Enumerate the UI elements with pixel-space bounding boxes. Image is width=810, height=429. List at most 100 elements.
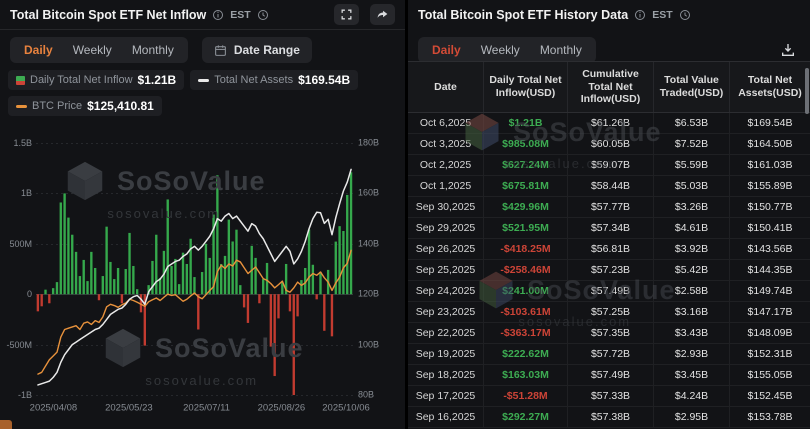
cell-inflow: $1.21B [484,113,568,133]
legend-item-btc-price[interactable]: BTC Price $125,410.81 [8,96,162,116]
cell-assets: $149.74B [747,285,793,297]
table-row: Sep 25,2025 -$258.46M $57.23B $5.42B $144.35… [408,260,810,281]
table-title: Total Bitcoin Spot ETF History Data [418,8,629,22]
cell-cumulative: $61.26B [568,113,654,133]
clock-icon[interactable] [257,9,269,21]
table-scrollbar[interactable] [805,68,809,114]
table-header-bar: Total Bitcoin Spot ETF History Data EST [408,0,810,30]
cell-inflow: -$103.61M [484,302,568,322]
cell-cumulative: $57.38B [568,407,654,427]
fullscreen-button[interactable] [334,4,359,25]
cell-traded: $4.24B [654,386,730,406]
table-row: Oct 3,2025 $985.08M $60.05B $7.52B $164.50B [408,134,810,155]
cell-cumulative: $57.34B [568,218,654,238]
cell-assets: $161.03B [747,159,793,171]
table-row: Sep 22,2025 -$363.17M $57.35B $3.43B $148.09… [408,323,810,344]
cell-traded: $7.52B [654,134,730,154]
cell-assets: $143.56B [747,243,793,255]
cell-cumulative: $60.05B [568,134,654,154]
chart-area [0,127,405,429]
cell-inflow: $241.00M [484,281,568,301]
cell-traded: $3.26B [654,197,730,217]
cell-date: Sep 23,2025 [408,302,484,322]
cell-traded: $2.95B [654,407,730,427]
line-swatch-icon [198,78,210,82]
cell-cumulative: $56.81B [568,239,654,259]
download-button[interactable] [775,40,800,61]
table-row: Sep 26,2025 -$418.25M $56.81B $3.92B $143.56… [408,239,810,260]
table-row: Sep 29,2025 $521.95M $57.34B $4.61B $150.41B [408,218,810,239]
cell-date: Sep 26,2025 [408,239,484,259]
chart-header: Total Bitcoin Spot ETF Net Inflow EST [0,0,405,30]
etf-inflow-chart-canvas[interactable] [0,127,405,429]
legend-item-daily-total-net-inflow[interactable]: Daily Total Net Inflow $1.21B [8,70,185,90]
legend-label: Daily Total Net Inflow [30,74,133,86]
legend-value: $125,410.81 [87,99,154,113]
calendar-icon [214,44,227,57]
cell-traded: $3.43B [654,323,730,343]
cell-inflow: $429.96M [484,197,568,217]
cell-cumulative: $57.49B [568,281,654,301]
cell-traded: $5.03B [654,176,730,196]
tab-monthly[interactable]: Monthly [122,40,184,60]
cell-assets: $147.17B [747,306,793,318]
tab-weekly[interactable]: Weekly [471,40,530,60]
cell-inflow: -$258.46M [484,260,568,280]
bar-swatch-icon [16,75,25,85]
table-body: Oct 6,2025 $1.21B $61.26B $6.53B $169.54B Oct… [408,113,810,428]
partial-logo [0,420,12,429]
tab-daily[interactable]: Daily [14,40,63,60]
tab-weekly[interactable]: Weekly [63,40,122,60]
cell-assets: $155.89B [747,180,793,192]
cell-cumulative: $57.72B [568,344,654,364]
legend-label: BTC Price [32,100,83,112]
cell-traded: $4.61B [654,218,730,238]
table-row: Sep 30,2025 $429.96M $57.77B $3.26B $150.77B [408,197,810,218]
cell-assets: $169.54B [747,117,793,129]
col-header-4: Total Net Assets(USD) [738,74,802,99]
legend-item-total-net-assets[interactable]: Total Net Assets $169.54B [190,70,359,90]
cell-assets: $150.41B [747,222,793,234]
share-button[interactable] [370,4,395,25]
table-row: Sep 19,2025 $222.62M $57.72B $2.93B $152.31B [408,344,810,365]
cell-cumulative: $59.07B [568,155,654,175]
col-header-0: Date [408,62,484,112]
info-icon[interactable] [212,9,224,21]
table-row: Sep 23,2025 -$103.61M $57.25B $3.16B $147.17… [408,302,810,323]
cell-inflow: $675.81M [484,176,568,196]
cell-traded: $3.92B [654,239,730,259]
clock-icon[interactable] [679,9,691,21]
cell-inflow: $292.27M [484,407,568,427]
table-controls: Daily Weekly Monthly [408,30,810,67]
cell-date: Sep 25,2025 [408,260,484,280]
chart-legend: Daily Total Net Inflow $1.21B Total Net As… [0,67,405,116]
cell-inflow: -$363.17M [484,323,568,343]
table-row: Oct 2,2025 $627.24M $59.07B $5.59B $161.03B [408,155,810,176]
cell-traded: $2.58B [654,281,730,301]
net-inflow-chart-panel: Total Bitcoin Spot ETF Net Inflow EST Da… [0,0,405,429]
cell-assets: $152.45B [747,390,793,402]
interval-tabs: Daily Weekly Monthly [10,37,188,63]
cell-assets: $164.50B [747,138,793,150]
col-header-2: Cumulative Total Net Inflow(USD) [568,62,654,112]
info-icon[interactable] [634,9,646,21]
cell-date: Sep 29,2025 [408,218,484,238]
timezone-label: EST [652,9,673,21]
cell-date: Sep 30,2025 [408,197,484,217]
cell-assets: $153.78B [747,411,793,423]
date-range-button[interactable]: Date Range [201,37,312,63]
cell-cumulative: $57.23B [568,260,654,280]
date-range-label: Date Range [233,43,300,57]
cell-date: Sep 19,2025 [408,344,484,364]
cell-cumulative: $57.49B [568,365,654,385]
timezone-label: EST [230,8,251,21]
cell-date: Sep 16,2025 [408,407,484,427]
table-row: Sep 18,2025 $163.03M $57.49B $3.45B $155.05B [408,365,810,386]
legend-label: Total Net Assets [214,74,294,86]
table-row: Oct 6,2025 $1.21B $61.26B $6.53B $169.54B [408,113,810,134]
tab-monthly[interactable]: Monthly [530,40,592,60]
interval-tabs: Daily Weekly Monthly [418,37,596,63]
cell-date: Sep 18,2025 [408,365,484,385]
tab-daily[interactable]: Daily [422,40,471,60]
history-table: Date Daily Total Net Inflow(USD) Cumulativ… [408,61,810,428]
